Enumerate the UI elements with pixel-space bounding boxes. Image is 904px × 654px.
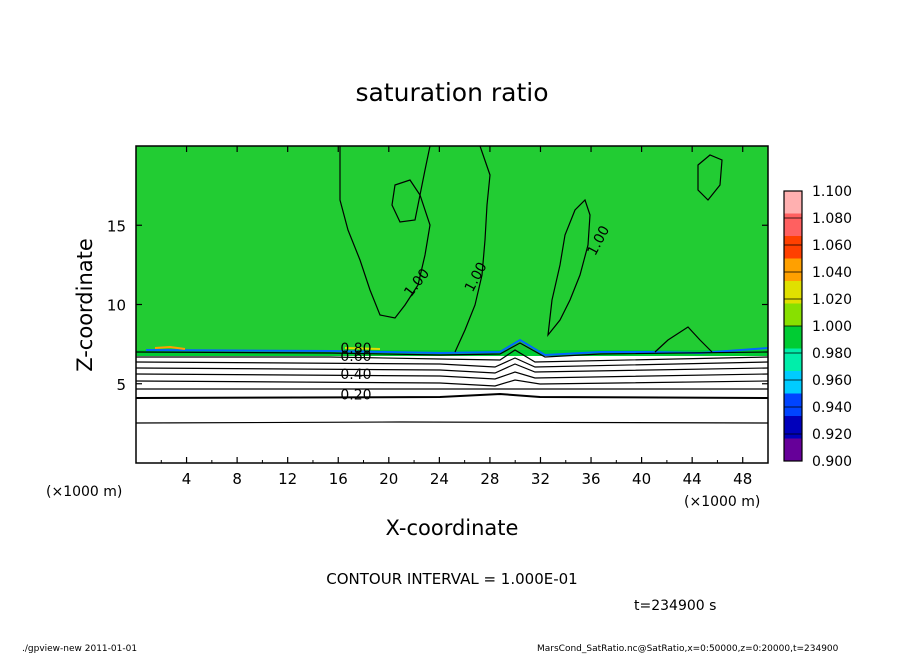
colorbar-label-9: 0.920 xyxy=(812,427,852,443)
colorbar-swatch-3 xyxy=(784,258,802,282)
colorbar-label-3: 1.040 xyxy=(812,265,852,281)
contour-1.00-left xyxy=(339,145,431,319)
colorbar-swatch-4 xyxy=(784,281,802,304)
colorbar-label-6: 0.980 xyxy=(812,346,852,362)
x-tick-label-10: 44 xyxy=(683,470,702,488)
contour-0.80 xyxy=(136,349,769,363)
contour-lines xyxy=(135,145,769,424)
x-tick-label-11: 48 xyxy=(733,470,752,488)
contour-interval: CONTOUR INTERVAL = 1.000E-01 xyxy=(326,570,577,588)
x-tick-label-0: 4 xyxy=(182,470,192,488)
contour-0.10 xyxy=(135,421,769,424)
x-tick-label-5: 24 xyxy=(430,470,449,488)
contour-1.00-center xyxy=(454,145,491,353)
contour-0.60 xyxy=(135,363,769,374)
x-tick-label-7: 32 xyxy=(531,470,550,488)
colorbar-swatch-2 xyxy=(784,236,802,259)
colorbar-label-4: 1.020 xyxy=(812,292,852,308)
x-tick-label-8: 36 xyxy=(581,470,600,488)
x-tick-label-1: 8 xyxy=(232,470,242,488)
footer-left: ./gpview-new 2011-01-01 xyxy=(22,644,137,654)
contour-1.00-small-right xyxy=(654,326,713,353)
colorbar-swatch-8 xyxy=(784,371,802,394)
contour-label-4: 0.60 xyxy=(340,349,371,365)
colorbar-label-8: 0.940 xyxy=(812,400,852,416)
colorbar-swatch-11 xyxy=(784,438,802,462)
supersaturated-region xyxy=(136,146,768,352)
time-label: t=234900 s xyxy=(634,598,716,614)
colorbar-swatch-9 xyxy=(784,393,802,417)
colorbar-swatch-6 xyxy=(784,326,802,349)
x-tick-label-3: 16 xyxy=(329,470,348,488)
x-tick-label-4: 20 xyxy=(379,470,398,488)
x-axis: 4 8 12 16 20 24 28 32 36 40 44 48 xyxy=(160,146,752,488)
contour-0.70 xyxy=(135,357,769,368)
chart-title: saturation ratio xyxy=(355,78,548,107)
contour-1.00-right xyxy=(547,198,591,338)
contour-0.50 xyxy=(135,371,769,380)
contour-0.40 xyxy=(135,379,769,387)
contour-label-6: 0.20 xyxy=(340,388,371,404)
colorbar-swatch-1 xyxy=(784,213,802,237)
colorbar-swatch-0 xyxy=(784,191,802,214)
footer-right: MarsCond_SatRatio.nc@SatRatio,x=0:50000,… xyxy=(537,644,839,654)
contour-0.90 xyxy=(135,342,769,358)
contour-1.00-topright xyxy=(697,154,723,201)
contour-label-3: 0.80 xyxy=(340,341,371,357)
yellow-edge-2 xyxy=(344,347,381,350)
colorbar: 1.100 1.080 1.060 1.040 1.020 1.000 0.980 0.960… xyxy=(783,184,852,470)
colorbar-label-1: 1.080 xyxy=(812,211,852,227)
colorbar-swatch-5 xyxy=(784,303,802,327)
colorbar-label-10: 0.900 xyxy=(812,454,852,470)
colorbar-label-5: 1.000 xyxy=(812,319,852,335)
y-tick-label-2: 15 xyxy=(107,217,126,235)
x-tick-label-9: 40 xyxy=(632,470,651,488)
y-tick-label-1: 10 xyxy=(107,297,126,315)
y-axis: 5 10 15 xyxy=(107,217,768,394)
colorbar-label-7: 0.960 xyxy=(812,373,852,389)
x-tick-label-6: 28 xyxy=(480,470,499,488)
blue-edge xyxy=(145,338,769,357)
contour-0.20 xyxy=(135,392,769,399)
yellow-edge xyxy=(154,345,186,350)
y-tick-label-0: 5 xyxy=(116,376,126,394)
x-unit-left: (×1000 m) xyxy=(46,484,122,500)
contour-1.00-island xyxy=(391,179,421,223)
y-axis-label: Z-coordinate xyxy=(73,238,97,372)
x-axis-label: X-coordinate xyxy=(386,516,519,540)
colorbar-swatch-7 xyxy=(784,348,802,372)
contour-label-5: 0.40 xyxy=(340,367,371,383)
colorbar-swatch-10 xyxy=(784,416,802,439)
colorbar-label-0: 1.100 xyxy=(812,184,852,200)
plot-area: 1.00 1.001.000.800.600.400.20 4 8 12 16 20 24 2… xyxy=(107,145,769,488)
colorbar-label-2: 1.060 xyxy=(812,238,852,254)
x-unit-right: (×1000 m) xyxy=(684,494,760,510)
x-tick-label-2: 12 xyxy=(278,470,297,488)
